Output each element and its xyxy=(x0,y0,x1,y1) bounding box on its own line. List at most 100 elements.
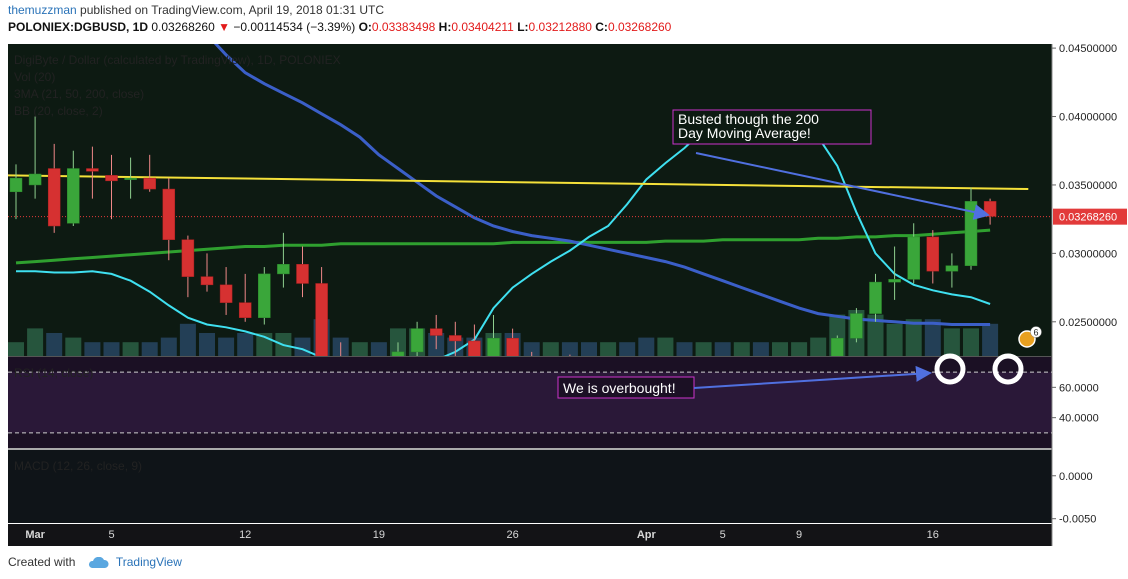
volume-bar xyxy=(103,342,120,356)
ma-break-arrow xyxy=(695,152,990,220)
symbol-name: POLONIEX:DGBUSD, 1D xyxy=(8,20,149,34)
alert-count-badge xyxy=(1030,326,1042,338)
time-tick-label: 5 xyxy=(720,529,726,541)
volume-bar xyxy=(905,319,922,356)
last-price-tag xyxy=(1053,208,1127,225)
candle-up xyxy=(391,351,405,356)
legend-rsi: RSI (14, close) xyxy=(14,366,93,380)
price-change: −0.00114534 (−3.39%) xyxy=(233,20,356,34)
ma-break-note-text: Busted though the 200 xyxy=(678,111,819,127)
candle-down xyxy=(47,168,61,227)
volume-bar xyxy=(294,337,311,356)
time-tick-label: 5 xyxy=(108,529,114,541)
time-tick-label: 16 xyxy=(927,529,939,541)
volume-bar xyxy=(218,337,235,356)
legend-vol: Vol (20) xyxy=(14,70,55,84)
volume-bar xyxy=(963,328,979,356)
candle-up xyxy=(124,177,137,180)
time-tick-label: 12 xyxy=(239,529,251,541)
open-value: 0.03383498 xyxy=(371,20,436,34)
chart-title: DigiByte / Dollar (calculated by Trading… xyxy=(14,53,341,67)
legend-macd: MACD (12, 26, close, 9) xyxy=(14,459,142,473)
candle-down xyxy=(143,177,156,190)
volume-bar xyxy=(733,342,750,356)
volume-bar xyxy=(84,342,101,356)
volume-bar xyxy=(523,342,540,356)
high-label: H: xyxy=(438,20,452,34)
volume-bar xyxy=(27,328,44,356)
time-tick-label: 9 xyxy=(796,529,802,541)
high-value: 0.03404211 xyxy=(451,20,514,34)
author-name[interactable]: themuzzman xyxy=(8,3,77,17)
volume-bar xyxy=(600,342,617,356)
volume-bar xyxy=(943,328,960,356)
volume-bar xyxy=(867,314,884,356)
ma200-line xyxy=(15,228,991,265)
candles xyxy=(9,116,997,356)
candle-up xyxy=(850,313,863,339)
candle-down xyxy=(468,340,481,356)
candle-down xyxy=(86,168,99,172)
volume-bar xyxy=(561,342,578,356)
publish-info: published on TradingView.com, April 19, … xyxy=(80,3,385,17)
candle-up xyxy=(28,173,42,186)
last-price-tag-label: 0.03268260 xyxy=(1059,212,1117,224)
candle-down xyxy=(449,335,462,342)
time-axis-pane xyxy=(8,524,1052,546)
volume-bar xyxy=(676,342,693,356)
candle-down xyxy=(105,175,118,182)
price-tick-label: 0.02500000 xyxy=(1059,317,1117,329)
volume-bar xyxy=(199,333,215,356)
volume-bar xyxy=(542,342,559,356)
candle-up xyxy=(945,265,959,272)
volume-bar xyxy=(810,337,827,356)
time-tick-label: 19 xyxy=(373,529,385,541)
candle-up xyxy=(9,177,23,193)
legend-ma: 3MA (21, 50, 200, close) xyxy=(14,87,144,101)
price-tick-label: 0.04500000 xyxy=(1059,43,1117,55)
price-tick-label: 0.04000000 xyxy=(1059,112,1117,124)
candle-up xyxy=(258,273,271,318)
candle-down xyxy=(200,276,214,286)
created-with: Created with xyxy=(8,555,76,569)
volume-bar xyxy=(657,337,674,356)
tradingview-link[interactable]: TradingView xyxy=(115,555,182,569)
ma50-line xyxy=(213,44,991,326)
tradingview-cloud-icon xyxy=(88,556,109,568)
price-tick-label: 0.03500000 xyxy=(1059,180,1117,192)
volume-bar xyxy=(351,342,368,356)
candle-up xyxy=(907,236,920,280)
alert-count-text: 6 xyxy=(1033,328,1038,338)
volume-bar xyxy=(370,342,387,356)
candle-down xyxy=(219,284,233,303)
time-tick-label: Apr xyxy=(637,529,657,541)
volume-bar xyxy=(791,342,808,356)
volume-bar xyxy=(65,337,82,356)
candle-up xyxy=(888,279,901,283)
open-label: O: xyxy=(358,20,372,34)
overbought-arrow xyxy=(693,365,932,389)
ma-break-note-box xyxy=(672,109,872,145)
macd-tick-label: 0.0000 xyxy=(1059,471,1093,483)
rsi-tick-label: 40.0000 xyxy=(1059,413,1099,425)
rsi-band xyxy=(8,372,1052,433)
volume-bar xyxy=(8,342,24,356)
macd-pane xyxy=(8,450,1052,523)
candle-up xyxy=(410,328,424,353)
volume-bar xyxy=(752,342,769,356)
footer: Created with TradingView xyxy=(8,555,182,569)
volume-bar xyxy=(160,337,177,356)
volume-bar xyxy=(982,323,999,356)
last-price: 0.03268260 xyxy=(151,20,215,34)
volume-bar xyxy=(619,342,636,356)
candle-up xyxy=(67,168,80,224)
volume-bar xyxy=(141,342,158,356)
symbol-line: POLONIEX:DGBUSD, 1D 0.03268260 ▼ −0.0011… xyxy=(8,20,671,34)
low-value: 0.03212880 xyxy=(528,20,592,34)
candle-up xyxy=(831,337,844,356)
rsi-tick-label: 60.0000 xyxy=(1059,382,1099,394)
volume-bar xyxy=(695,342,712,356)
volume-bar xyxy=(581,342,597,356)
overbought-circle xyxy=(934,353,966,385)
